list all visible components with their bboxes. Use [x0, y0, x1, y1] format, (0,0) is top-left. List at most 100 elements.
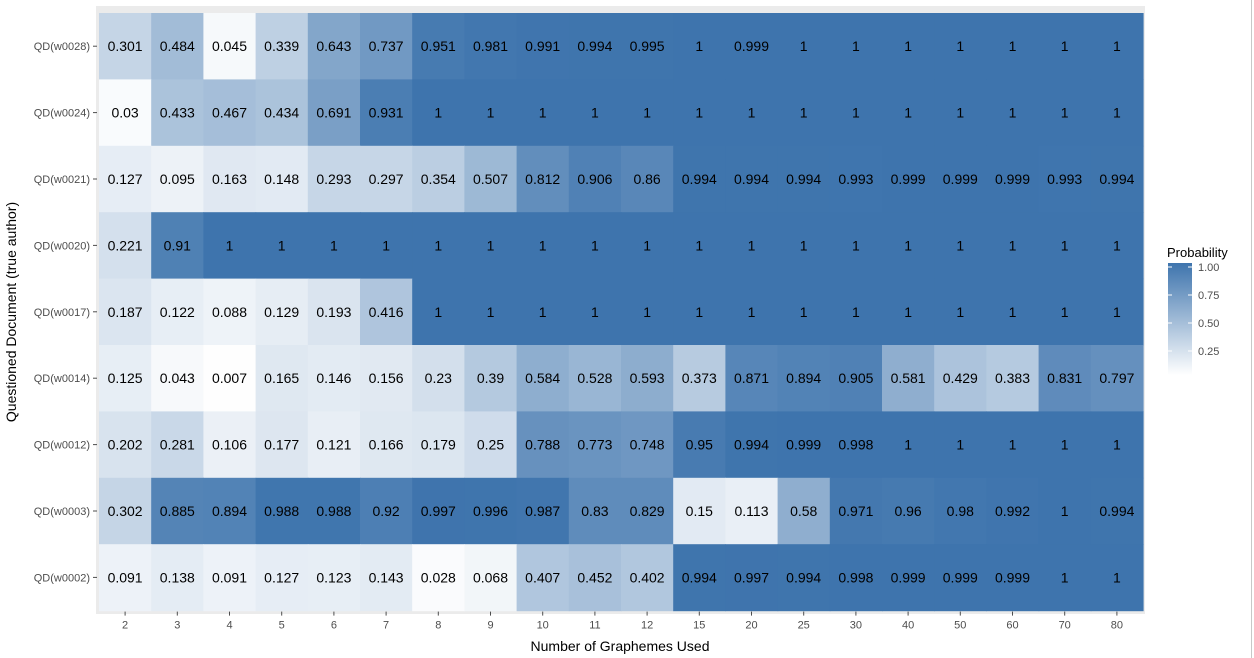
- heatmap-cell: [568, 145, 622, 213]
- cell-value-label: 0.998: [838, 437, 873, 453]
- heatmap-cell: [673, 544, 726, 612]
- cell-value-label: 0.999: [786, 437, 821, 453]
- cell-value-label: 0.043: [160, 370, 195, 386]
- heatmap-cell: [934, 278, 987, 346]
- cell-value-label: 0.906: [577, 171, 612, 187]
- heatmap-cell: [151, 145, 204, 213]
- cell-value-label: 0.121: [316, 437, 351, 453]
- heatmap-cell: [621, 477, 674, 545]
- heatmap-cell: [516, 13, 570, 80]
- cell-value-label: 0.193: [316, 304, 351, 320]
- heatmap-cell: [568, 79, 622, 147]
- heatmap-cell: [203, 544, 257, 612]
- cell-value-label: 0.894: [786, 370, 821, 386]
- heatmap-cell: [621, 278, 674, 346]
- cell-value-label: 0.301: [108, 38, 143, 54]
- heatmap-cell: [151, 212, 204, 280]
- cell-value-label: 0.143: [369, 569, 404, 585]
- heatmap-cell: [255, 278, 309, 346]
- cell-value-label: 0.028: [421, 569, 456, 585]
- cell-value-label: 0.987: [525, 503, 560, 519]
- x-axis-ticks: 2 3 4 5 6 7 8 9 10 11 12 15 20 25 30 40 50 60 70 80: [122, 611, 1123, 632]
- cell-value-label: 1: [1061, 304, 1069, 320]
- heatmap-cell: [1038, 278, 1092, 346]
- color-legend: Probability 0.25 0.50 0.75 1.00: [1167, 245, 1228, 375]
- cell-value-label: 1: [956, 105, 964, 121]
- heatmap-cell: [1038, 345, 1092, 412]
- heatmap-cell: [307, 345, 361, 412]
- cell-value-label: 1: [1113, 437, 1121, 453]
- cell-value-label: 0.15: [686, 503, 713, 519]
- cell-value-label: 0.23: [425, 370, 452, 386]
- heatmap-cell: [307, 544, 361, 612]
- x-tick-label: 40: [902, 620, 914, 632]
- heatmap-cell: [203, 212, 257, 280]
- heatmap-cell: [151, 345, 204, 412]
- cell-value-label: 1: [748, 105, 756, 121]
- x-tick-label: 8: [435, 620, 441, 632]
- cell-value-label: 0.127: [108, 171, 143, 187]
- heatmap-cell: [516, 145, 570, 213]
- heatmap-cell: [777, 477, 831, 545]
- heatmap-cell: [777, 13, 831, 80]
- cell-value-label: 0.95: [686, 437, 713, 453]
- heatmap-cell: [829, 278, 883, 346]
- x-tick-label: 7: [383, 620, 389, 632]
- x-axis-title: Number of Graphemes Used: [531, 638, 710, 654]
- heatmap-cell: [1090, 212, 1144, 280]
- x-tick-label: 3: [174, 620, 180, 632]
- heatmap-cell: [1038, 212, 1092, 280]
- heatmap-cell: [307, 411, 361, 479]
- heatmap-cell: [882, 477, 935, 545]
- heatmap-cell: [516, 278, 570, 346]
- heatmap-cell: [412, 477, 465, 545]
- heatmap-cell: [777, 278, 831, 346]
- heatmap-cell: [1090, 544, 1144, 612]
- heatmap-cell: [673, 477, 726, 545]
- y-tick-label: QD(w0021): [34, 174, 90, 186]
- heatmap-cell: [203, 345, 257, 412]
- cell-value-label: 0.091: [108, 569, 143, 585]
- heatmap-cell: [621, 212, 674, 280]
- cell-value-label: 0.994: [682, 569, 717, 585]
- heatmap-cell: [203, 145, 257, 213]
- heatmap-cell: [725, 212, 779, 280]
- heatmap-cell: [203, 13, 257, 80]
- cell-value-label: 0.992: [995, 503, 1030, 519]
- heatmap-cell: [621, 13, 674, 80]
- heatmap-cell: [412, 79, 465, 147]
- cell-value-label: 0.123: [316, 569, 351, 585]
- heatmap-cell: [568, 477, 622, 545]
- cell-value-label: 0.999: [995, 569, 1030, 585]
- cell-value-label: 1: [852, 38, 860, 54]
- cell-value-label: 0.885: [160, 503, 195, 519]
- cell-value-label: 0.177: [264, 437, 299, 453]
- cell-value-label: 0.25: [477, 437, 504, 453]
- cell-value-label: 0.007: [212, 370, 247, 386]
- heatmap-cell: [882, 212, 935, 280]
- cell-value-label: 0.997: [421, 503, 456, 519]
- heatmap-cell: [777, 212, 831, 280]
- cell-value-label: 0.045: [212, 38, 247, 54]
- cell-value-label: 0.994: [577, 38, 612, 54]
- heatmap-cell: [151, 13, 204, 80]
- heatmap-cell: [673, 13, 726, 80]
- cell-value-label: 0.643: [316, 38, 351, 54]
- cell-value-label: 1: [1009, 437, 1017, 453]
- heatmap-cell: [777, 145, 831, 213]
- heatmap-cell: [255, 477, 309, 545]
- cell-value-label: 0.383: [995, 370, 1030, 386]
- heatmap-cell: [360, 145, 413, 213]
- heatmap-cell: [1090, 13, 1144, 80]
- cell-value-label: 0.92: [372, 503, 399, 519]
- cell-value-label: 0.994: [1099, 503, 1134, 519]
- heatmap-cell: [307, 477, 361, 545]
- heatmap-cell: [203, 79, 257, 147]
- y-axis-title: Questioned Document (true author): [3, 202, 19, 422]
- heatmap-cell: [568, 13, 622, 80]
- heatmap-cell: [255, 13, 309, 80]
- cell-value-label: 0.129: [264, 304, 299, 320]
- heatmap-cell: [986, 477, 1040, 545]
- cell-value-label: 1: [434, 105, 442, 121]
